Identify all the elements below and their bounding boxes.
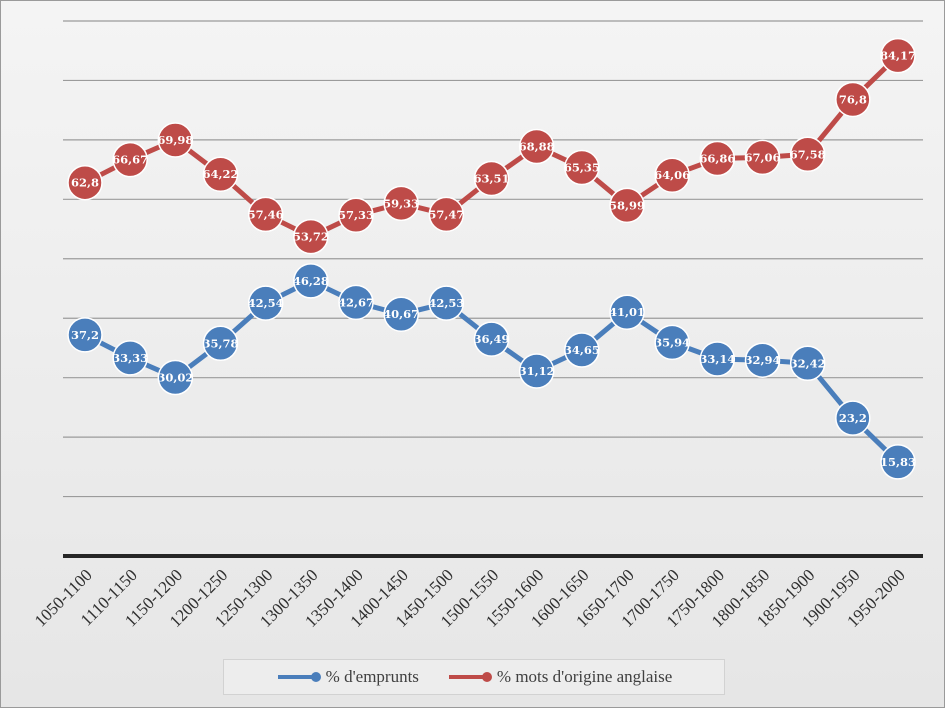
data-point-0 bbox=[518, 353, 555, 389]
data-label-1: 64,22 bbox=[202, 167, 238, 181]
data-point-1 bbox=[338, 197, 374, 233]
data-label-0: 23,2 bbox=[839, 411, 867, 425]
data-label-1: 68,88 bbox=[519, 140, 555, 154]
data-point-0 bbox=[293, 263, 329, 299]
data-label-0: 35,78 bbox=[202, 336, 238, 350]
data-label-1: 67,06 bbox=[744, 150, 780, 164]
data-point-0 bbox=[247, 285, 284, 321]
data-point-0 bbox=[609, 294, 645, 330]
data-point-0 bbox=[428, 285, 465, 321]
data-point-1 bbox=[835, 81, 871, 118]
data-point-0 bbox=[789, 345, 826, 382]
data-label-0: 32,94 bbox=[744, 353, 780, 367]
data-label-1: 66,67 bbox=[112, 153, 148, 167]
legend-label-anglaise: % mots d'origine anglaise bbox=[496, 667, 673, 686]
data-label-1: 66,86 bbox=[699, 152, 735, 166]
data-point-1 bbox=[609, 187, 645, 224]
data-label-1: 53,72 bbox=[293, 230, 329, 244]
data-label-0: 42,53 bbox=[428, 296, 464, 310]
data-label-0: 30,02 bbox=[157, 371, 193, 385]
data-point-0 bbox=[383, 296, 419, 332]
data-point-1 bbox=[744, 139, 781, 176]
data-label-0: 33,14 bbox=[699, 352, 735, 366]
data-point-1 bbox=[699, 140, 736, 177]
data-label-0: 41,01 bbox=[609, 305, 645, 319]
data-label-0: 32,42 bbox=[790, 356, 826, 370]
data-point-1 bbox=[202, 156, 239, 192]
data-point-0 bbox=[654, 324, 690, 361]
data-label-1: 67,58 bbox=[790, 147, 826, 161]
data-label-1: 65,35 bbox=[564, 161, 600, 175]
data-point-1 bbox=[383, 185, 419, 222]
data-point-1 bbox=[564, 149, 600, 186]
data-point-1 bbox=[247, 196, 284, 233]
legend-item-emprunts: % d'emprunts bbox=[276, 667, 419, 687]
legend-label-emprunts: % d'emprunts bbox=[325, 667, 419, 686]
data-label-0: 42,67 bbox=[338, 295, 374, 309]
data-point-0 bbox=[112, 340, 148, 376]
data-point-1 bbox=[428, 196, 465, 233]
data-label-1: 69,98 bbox=[157, 133, 193, 147]
data-label-1: 58,99 bbox=[609, 198, 645, 212]
data-point-1 bbox=[518, 128, 555, 165]
legend-marker-emprunts bbox=[277, 672, 321, 682]
data-label-1: 57,46 bbox=[248, 207, 284, 221]
data-point-1 bbox=[880, 37, 916, 74]
data-point-0 bbox=[699, 341, 736, 377]
data-label-1: 63,51 bbox=[473, 171, 509, 185]
data-label-1: 57,47 bbox=[428, 207, 464, 221]
data-label-0: 31,12 bbox=[519, 364, 555, 378]
data-label-0: 40,67 bbox=[383, 307, 419, 321]
data-point-0 bbox=[202, 325, 239, 362]
data-point-1 bbox=[67, 164, 103, 201]
data-point-0 bbox=[744, 342, 781, 378]
data-point-1 bbox=[789, 136, 826, 173]
data-label-1: 64,06 bbox=[654, 168, 690, 182]
data-point-1 bbox=[654, 157, 690, 193]
data-label-0: 33,33 bbox=[112, 351, 148, 365]
data-label-0: 35,94 bbox=[654, 335, 690, 349]
data-point-0 bbox=[880, 444, 916, 480]
data-point-0 bbox=[564, 332, 600, 368]
data-point-1 bbox=[293, 218, 329, 255]
data-label-1: 59,33 bbox=[383, 196, 419, 210]
data-label-1: 62,8 bbox=[71, 176, 99, 190]
data-point-1 bbox=[473, 160, 510, 197]
data-label-0: 37,2 bbox=[71, 328, 99, 342]
data-point-0 bbox=[338, 284, 374, 321]
legend: % d'emprunts % mots d'origine anglaise bbox=[223, 659, 725, 695]
data-point-0 bbox=[157, 359, 194, 396]
data-label-0: 15,83 bbox=[880, 455, 916, 469]
data-label-1: 76,8 bbox=[839, 92, 867, 106]
data-label-1: 84,17 bbox=[880, 49, 916, 63]
legend-item-anglaise: % mots d'origine anglaise bbox=[447, 667, 672, 687]
data-point-1 bbox=[157, 122, 194, 158]
data-point-1 bbox=[112, 141, 148, 178]
legend-marker-anglaise bbox=[448, 672, 492, 682]
data-label-0: 34,65 bbox=[564, 343, 600, 357]
data-point-0 bbox=[835, 400, 871, 436]
data-label-0: 46,28 bbox=[293, 274, 329, 288]
data-label-1: 57,33 bbox=[338, 208, 374, 222]
data-point-0 bbox=[67, 317, 103, 353]
data-label-0: 36,49 bbox=[473, 332, 509, 346]
data-label-0: 42,54 bbox=[248, 296, 284, 310]
data-point-0 bbox=[473, 321, 510, 357]
